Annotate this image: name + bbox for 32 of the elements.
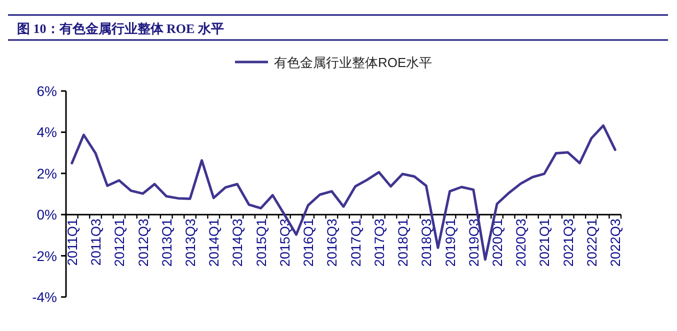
x-tick-label: 2013Q3 [182,218,198,267]
y-tick-label: 6% [36,83,57,99]
x-tick-label: 2018Q1 [396,218,411,267]
x-tick-label: 2016Q3 [324,218,340,267]
x-tick-label: 2014Q3 [230,218,246,267]
x-tick-label: 2020Q1 [490,218,506,267]
x-tick-label: 2017Q3 [372,218,387,267]
x-tick-label: 2014Q1 [206,218,222,267]
x-tick-label: 2020Q3 [514,218,529,267]
x-tick-label: 2011Q1 [64,218,80,266]
x-tick-label: 2012Q3 [136,218,151,267]
x-tick-label: 2012Q1 [112,218,128,267]
x-tick-label: 2019Q1 [442,218,458,267]
x-tick-label: 2015Q3 [277,218,292,267]
x-tick-label: 2013Q1 [159,218,174,267]
x-tick-label: 2022Q1 [584,218,600,267]
y-tick-label: -4% [32,289,57,305]
legend-label: 有色金属行业整体ROE水平 [274,55,432,70]
x-tick-label: 2011Q3 [88,218,104,266]
x-tick-label: 2022Q3 [608,218,624,267]
x-tick-label: 2021Q1 [537,218,552,267]
y-tick-label: 4% [36,124,57,140]
x-tick-label: 2016Q1 [301,218,316,267]
y-tick-label: 2% [36,165,57,182]
y-tick-label: 0% [36,206,57,223]
x-tick-label: 2021Q3 [560,218,576,267]
x-tick-label: 2019Q3 [466,218,482,267]
chart-title: 图 10：有色金属行业整体 ROE 水平 [17,21,224,36]
x-tick-label: 2018Q3 [419,218,434,267]
x-tick-label: 2015Q1 [254,218,269,267]
y-tick-label: -2% [32,248,57,264]
x-tick-label: 2017Q1 [348,218,364,267]
